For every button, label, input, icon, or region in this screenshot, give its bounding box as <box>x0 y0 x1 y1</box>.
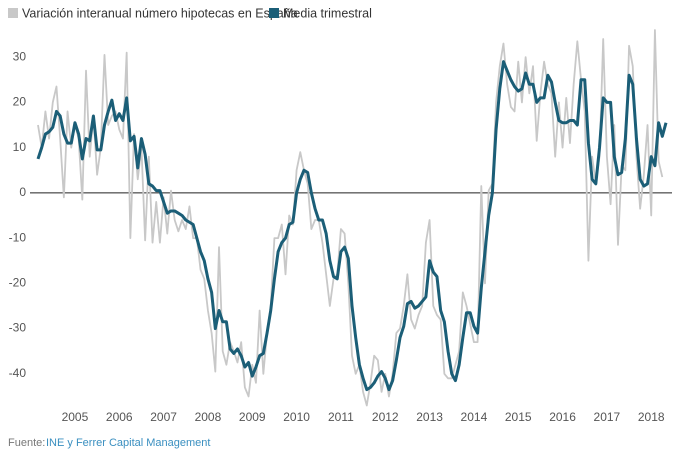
x-tick-label: 2005 <box>62 410 89 424</box>
legend: Variación interanual número hipotecas en… <box>8 6 372 20</box>
x-tick-label: 2014 <box>461 410 488 424</box>
legend-label: Variación interanual número hipotecas en… <box>22 6 298 20</box>
series-line <box>36 60 668 392</box>
y-tick-label: 30 <box>13 49 27 63</box>
x-tick-label: 2015 <box>505 410 532 424</box>
y-tick-label: -10 <box>9 230 27 244</box>
y-tick-label: 0 <box>19 185 26 199</box>
x-tick-label: 2016 <box>549 410 576 424</box>
source: INE y Ferrer Capital Management <box>46 437 210 449</box>
x-tick-label: 2010 <box>283 410 310 424</box>
y-tick-label: -20 <box>9 276 27 290</box>
y-tick-label: -30 <box>9 321 27 335</box>
legend-label: Media trimestral <box>283 6 372 20</box>
legend-swatch <box>8 8 18 18</box>
y-tick-label: -40 <box>9 366 27 380</box>
source-label: Fuente: <box>8 437 45 449</box>
x-tick-label: 2012 <box>372 410 399 424</box>
x-tick-label: 2011 <box>328 410 354 424</box>
x-tick-label: 2006 <box>106 410 133 424</box>
y-tick-label: 20 <box>13 95 27 109</box>
x-tick-label: 2013 <box>416 410 443 424</box>
x-tick-label: 2008 <box>195 410 222 424</box>
x-tick-label: 2017 <box>594 410 621 424</box>
x-tick-label: 2018 <box>638 410 665 424</box>
legend-swatch <box>269 8 279 18</box>
y-tick-label: 10 <box>13 140 27 154</box>
x-tick-label: 2007 <box>150 410 177 424</box>
x-tick-label: 2009 <box>239 410 266 424</box>
series-line <box>37 29 664 407</box>
